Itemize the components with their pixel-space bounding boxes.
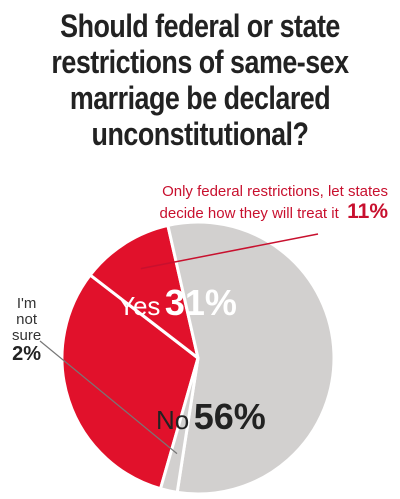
title-line-4: unconstitutional? bbox=[91, 116, 309, 152]
federal-only-percent: 11% bbox=[347, 200, 388, 223]
not-sure-label: I'm not sure 2% bbox=[12, 295, 42, 365]
slice-no bbox=[166, 220, 336, 496]
chart-title: Should federal or state restrictions of … bbox=[32, 8, 368, 152]
no-percent: 56% bbox=[193, 396, 266, 437]
yes-percent: 31% bbox=[164, 282, 237, 323]
not-sure-line-1: I'm bbox=[16, 295, 37, 312]
federal-only-label: Only federal restrictions, let states de… bbox=[160, 182, 388, 224]
not-sure-line-2: not bbox=[16, 311, 38, 328]
not-sure-line-3: sure bbox=[12, 327, 42, 344]
yes-word: Yes bbox=[118, 291, 161, 321]
federal-only-leader-line bbox=[140, 233, 319, 270]
federal-only-line-1: Only federal restrictions, let states bbox=[162, 183, 388, 200]
title-line-2: restrictions of same-sex bbox=[51, 44, 349, 80]
not-sure-leader-line bbox=[39, 340, 178, 455]
no-label: No 56% bbox=[156, 396, 266, 438]
yes-label: Yes 31% bbox=[118, 282, 237, 324]
slice-not-sure bbox=[159, 356, 200, 494]
title-line-1: Should federal or state bbox=[60, 8, 340, 44]
no-word: No bbox=[156, 405, 190, 435]
federal-only-line-2: decide how they will treat it 11% bbox=[159, 200, 388, 223]
slice-yes bbox=[60, 273, 200, 491]
title-line-3: marriage be declared bbox=[69, 80, 331, 116]
slice-federal-only bbox=[88, 223, 200, 360]
not-sure-percent: 2% bbox=[12, 343, 42, 365]
